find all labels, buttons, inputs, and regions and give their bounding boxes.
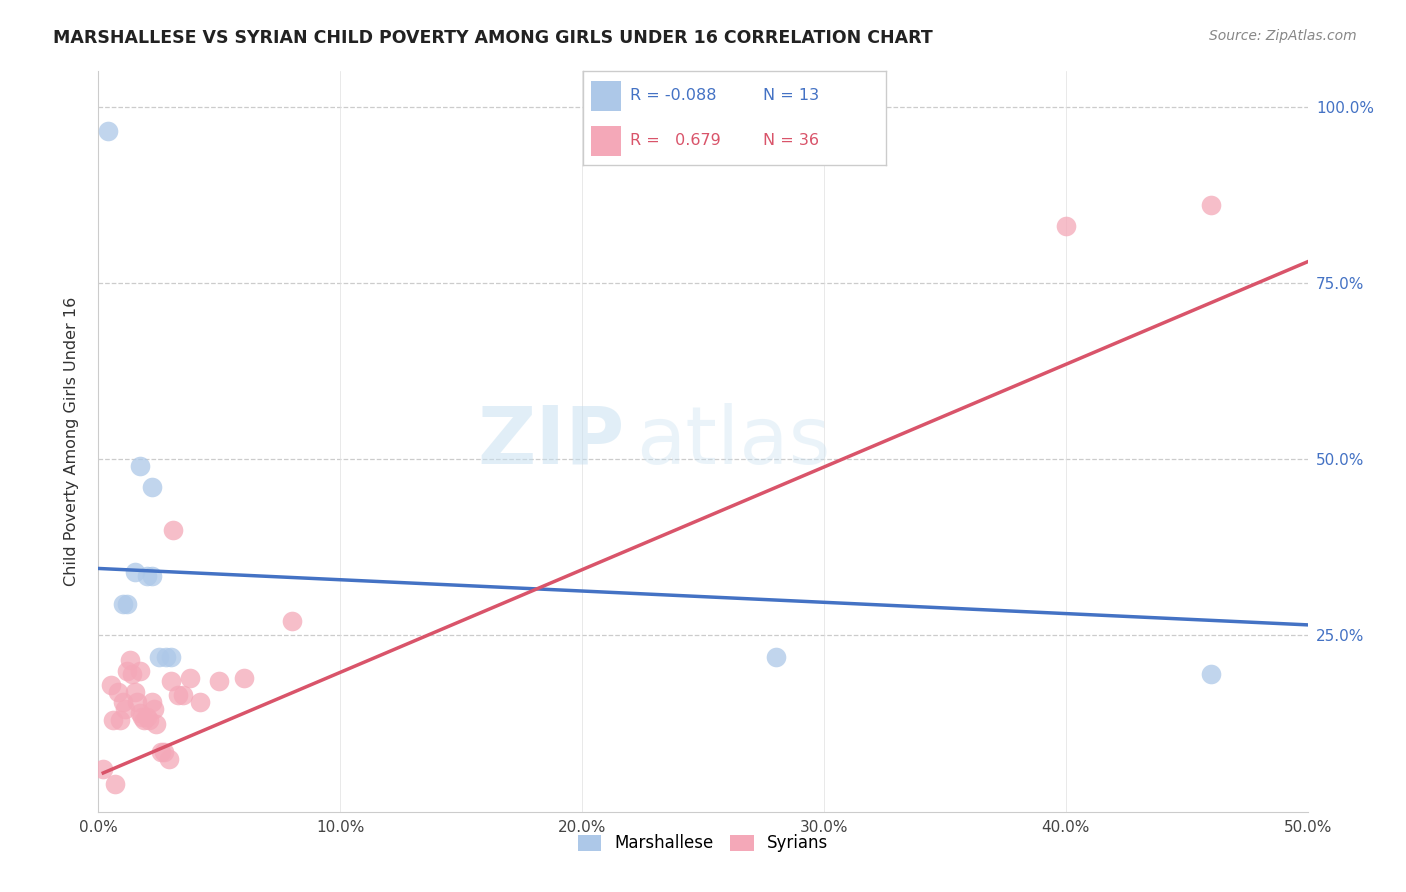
Text: N = 13: N = 13 [763,87,820,103]
Point [143,702,166,716]
Point [160,674,183,689]
Point [114,702,136,716]
Bar [591,81,621,111]
Text: ZIP: ZIP [477,402,624,481]
Point [157,752,180,766]
Point [150,745,173,759]
Point [141,568,163,582]
Point [128,664,150,678]
Point [188,695,211,709]
Point [155,649,177,664]
Point [104,776,127,790]
Point [111,597,134,611]
Point [91,763,114,777]
Legend: Marshallese, Syrians: Marshallese, Syrians [571,828,835,859]
Point [97,124,120,138]
Point [167,689,190,703]
Y-axis label: Child Poverty Among Girls Under 16: Child Poverty Among Girls Under 16 [65,297,79,586]
Text: R =   0.679: R = 0.679 [630,133,721,148]
Point [135,568,157,582]
Bar [591,126,621,156]
Point [1054,219,1077,234]
Point [128,706,150,720]
Point [134,713,156,727]
Point [107,685,129,699]
Text: atlas: atlas [637,402,831,481]
Point [127,695,149,709]
Point [100,678,122,692]
Point [128,459,150,474]
Point [148,649,170,664]
Point [117,597,139,611]
Point [124,565,146,579]
Point [101,713,124,727]
Point [208,674,231,689]
Point [162,523,184,537]
Point [138,713,160,727]
Point [765,649,787,664]
Point [232,671,254,685]
Point [118,653,141,667]
Point [141,695,163,709]
Point [281,615,304,629]
Point [1199,667,1222,681]
Point [179,671,201,685]
Point [121,667,143,681]
Point [152,745,174,759]
Text: MARSHALLESE VS SYRIAN CHILD POVERTY AMONG GIRLS UNDER 16 CORRELATION CHART: MARSHALLESE VS SYRIAN CHILD POVERTY AMON… [53,29,934,46]
Text: Source: ZipAtlas.com: Source: ZipAtlas.com [1209,29,1357,43]
Point [135,709,157,723]
Point [145,716,167,731]
Point [117,664,139,678]
Point [141,480,163,494]
Point [160,649,183,664]
Text: N = 36: N = 36 [763,133,820,148]
Point [111,695,134,709]
Point [1199,198,1222,212]
Point [131,709,153,723]
Point [124,685,146,699]
Point [172,689,194,703]
Point [108,713,131,727]
Text: R = -0.088: R = -0.088 [630,87,717,103]
